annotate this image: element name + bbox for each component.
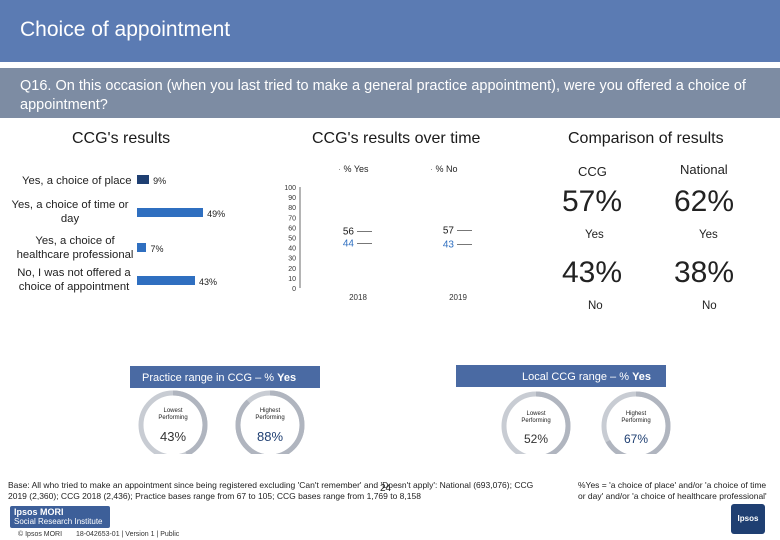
y-tick-label: 30 [288, 256, 296, 263]
local-range-header: Local CCG range – % Yes [456, 365, 666, 387]
line-data-label: 43 [443, 240, 455, 251]
bar-category-label: Yes, a choice of place [22, 175, 132, 187]
practice-highest-value: 88% [256, 429, 284, 444]
bar-data-label: 43% [199, 277, 218, 287]
no-national-value: 38% [674, 256, 735, 289]
copyright: © Ipsos MORI [18, 531, 63, 538]
practice-highest-ring: Highest Performing 88% [234, 389, 306, 466]
local-range-title-bold: Yes [632, 371, 652, 383]
y-tick-label: 100 [284, 185, 296, 192]
y-tick-label: 10 [288, 276, 296, 283]
bar-category-label: Yes, a choice of time or day [11, 199, 129, 225]
no-ccg-label: No [588, 300, 603, 312]
ipsos-logo: Ipsos [731, 504, 765, 534]
practice-lowest-value: 43% [159, 429, 187, 444]
local-highest-value: 67% [623, 432, 649, 446]
practice-lowest-label: Lowest Performing [158, 408, 188, 421]
bar-data-label: 9% [153, 176, 167, 186]
y-tick-label: 40 [288, 246, 296, 253]
comparison-title: Comparison of results [568, 130, 724, 147]
note-text: %Yes = 'a choice of place' and/or 'a cho… [578, 480, 767, 501]
x-tick-label: 2019 [449, 293, 467, 302]
y-tick-label: 50 [288, 236, 296, 243]
line-data-label: 56 [343, 226, 355, 237]
page-number: 24 [380, 483, 392, 494]
bar-chart-title: CCG's results [72, 130, 171, 147]
footer-area [0, 454, 780, 540]
bar [137, 276, 196, 285]
y-tick-label: 0 [292, 286, 296, 293]
local-lowest-label: Lowest Performing [521, 411, 551, 424]
logo-text: Ipsos [737, 514, 759, 523]
yes-ccg-label: Yes [585, 229, 604, 241]
y-tick-label: 70 [288, 215, 296, 222]
no-national-label: No [702, 300, 717, 312]
line-data-label: 44 [343, 239, 355, 250]
x-tick-label: 2018 [349, 293, 367, 302]
comparison-col-ccg: CCG [578, 164, 607, 179]
ring-fill [235, 390, 305, 460]
brand-block: Ipsos MORI Social Research Institute [10, 506, 110, 528]
line-series: 2018 2019 56 57 44 43 [343, 225, 472, 302]
y-tick-label: 90 [288, 195, 296, 202]
ring-fill [138, 390, 208, 460]
legend-label: % Yes [343, 164, 369, 174]
practice-range-header: Practice range in CCG – % Yes [130, 366, 320, 388]
bar-category-label: Yes, a choice of healthcare professional [16, 235, 134, 261]
practice-range-title-bold: Yes [277, 372, 297, 384]
comparison-col-national: National [680, 162, 728, 177]
local-range-title: Local CCG range – % [522, 371, 633, 383]
y-tick-label: 80 [288, 205, 296, 212]
legend-dot-icon: · [338, 164, 344, 174]
no-ccg-value: 43% [562, 256, 623, 289]
y-tick-label: 60 [288, 225, 296, 232]
bar [137, 243, 147, 252]
yes-national-value: 62% [674, 185, 735, 218]
bar-data-label: 7% [150, 244, 164, 254]
legend-item-yes: · % Yes [338, 164, 369, 174]
question-bar: Q16. On this occasion (when you last tri… [0, 68, 780, 118]
practice-highest-label: Highest Performing [255, 408, 285, 421]
legend-dot-icon: · [430, 164, 436, 174]
legend-label: % No [435, 164, 458, 174]
page-title: Choice of appointment [20, 18, 231, 41]
line-chart-title: CCG's results over time [312, 130, 481, 147]
bar-category-label: No, I was not offered a choice of appoin… [17, 267, 131, 293]
bar [137, 175, 150, 184]
brand-subline: Social Research Institute [14, 517, 103, 526]
bar [137, 208, 204, 217]
base-text: Base: All who tried to make an appointme… [8, 480, 534, 501]
yes-national-label: Yes [699, 229, 718, 241]
y-tick-label: 20 [288, 266, 296, 273]
title-bar: Choice of appointment [0, 0, 780, 62]
job-number: 18-042653-01 | Version 1 | Public [76, 531, 180, 538]
yes-ccg-value: 57% [562, 185, 623, 218]
bar-data-label: 49% [207, 209, 226, 219]
practice-range-title: Practice range in CCG – % [142, 372, 278, 384]
question-text: Q16. On this occasion (when you last tri… [20, 78, 746, 113]
legend-item-no: · % No [430, 164, 458, 174]
line-data-label: 57 [443, 225, 455, 236]
local-highest-label: Highest Performing [621, 411, 651, 424]
brand-name: Ipsos MORI [14, 507, 64, 517]
local-lowest-value: 52% [523, 432, 549, 446]
